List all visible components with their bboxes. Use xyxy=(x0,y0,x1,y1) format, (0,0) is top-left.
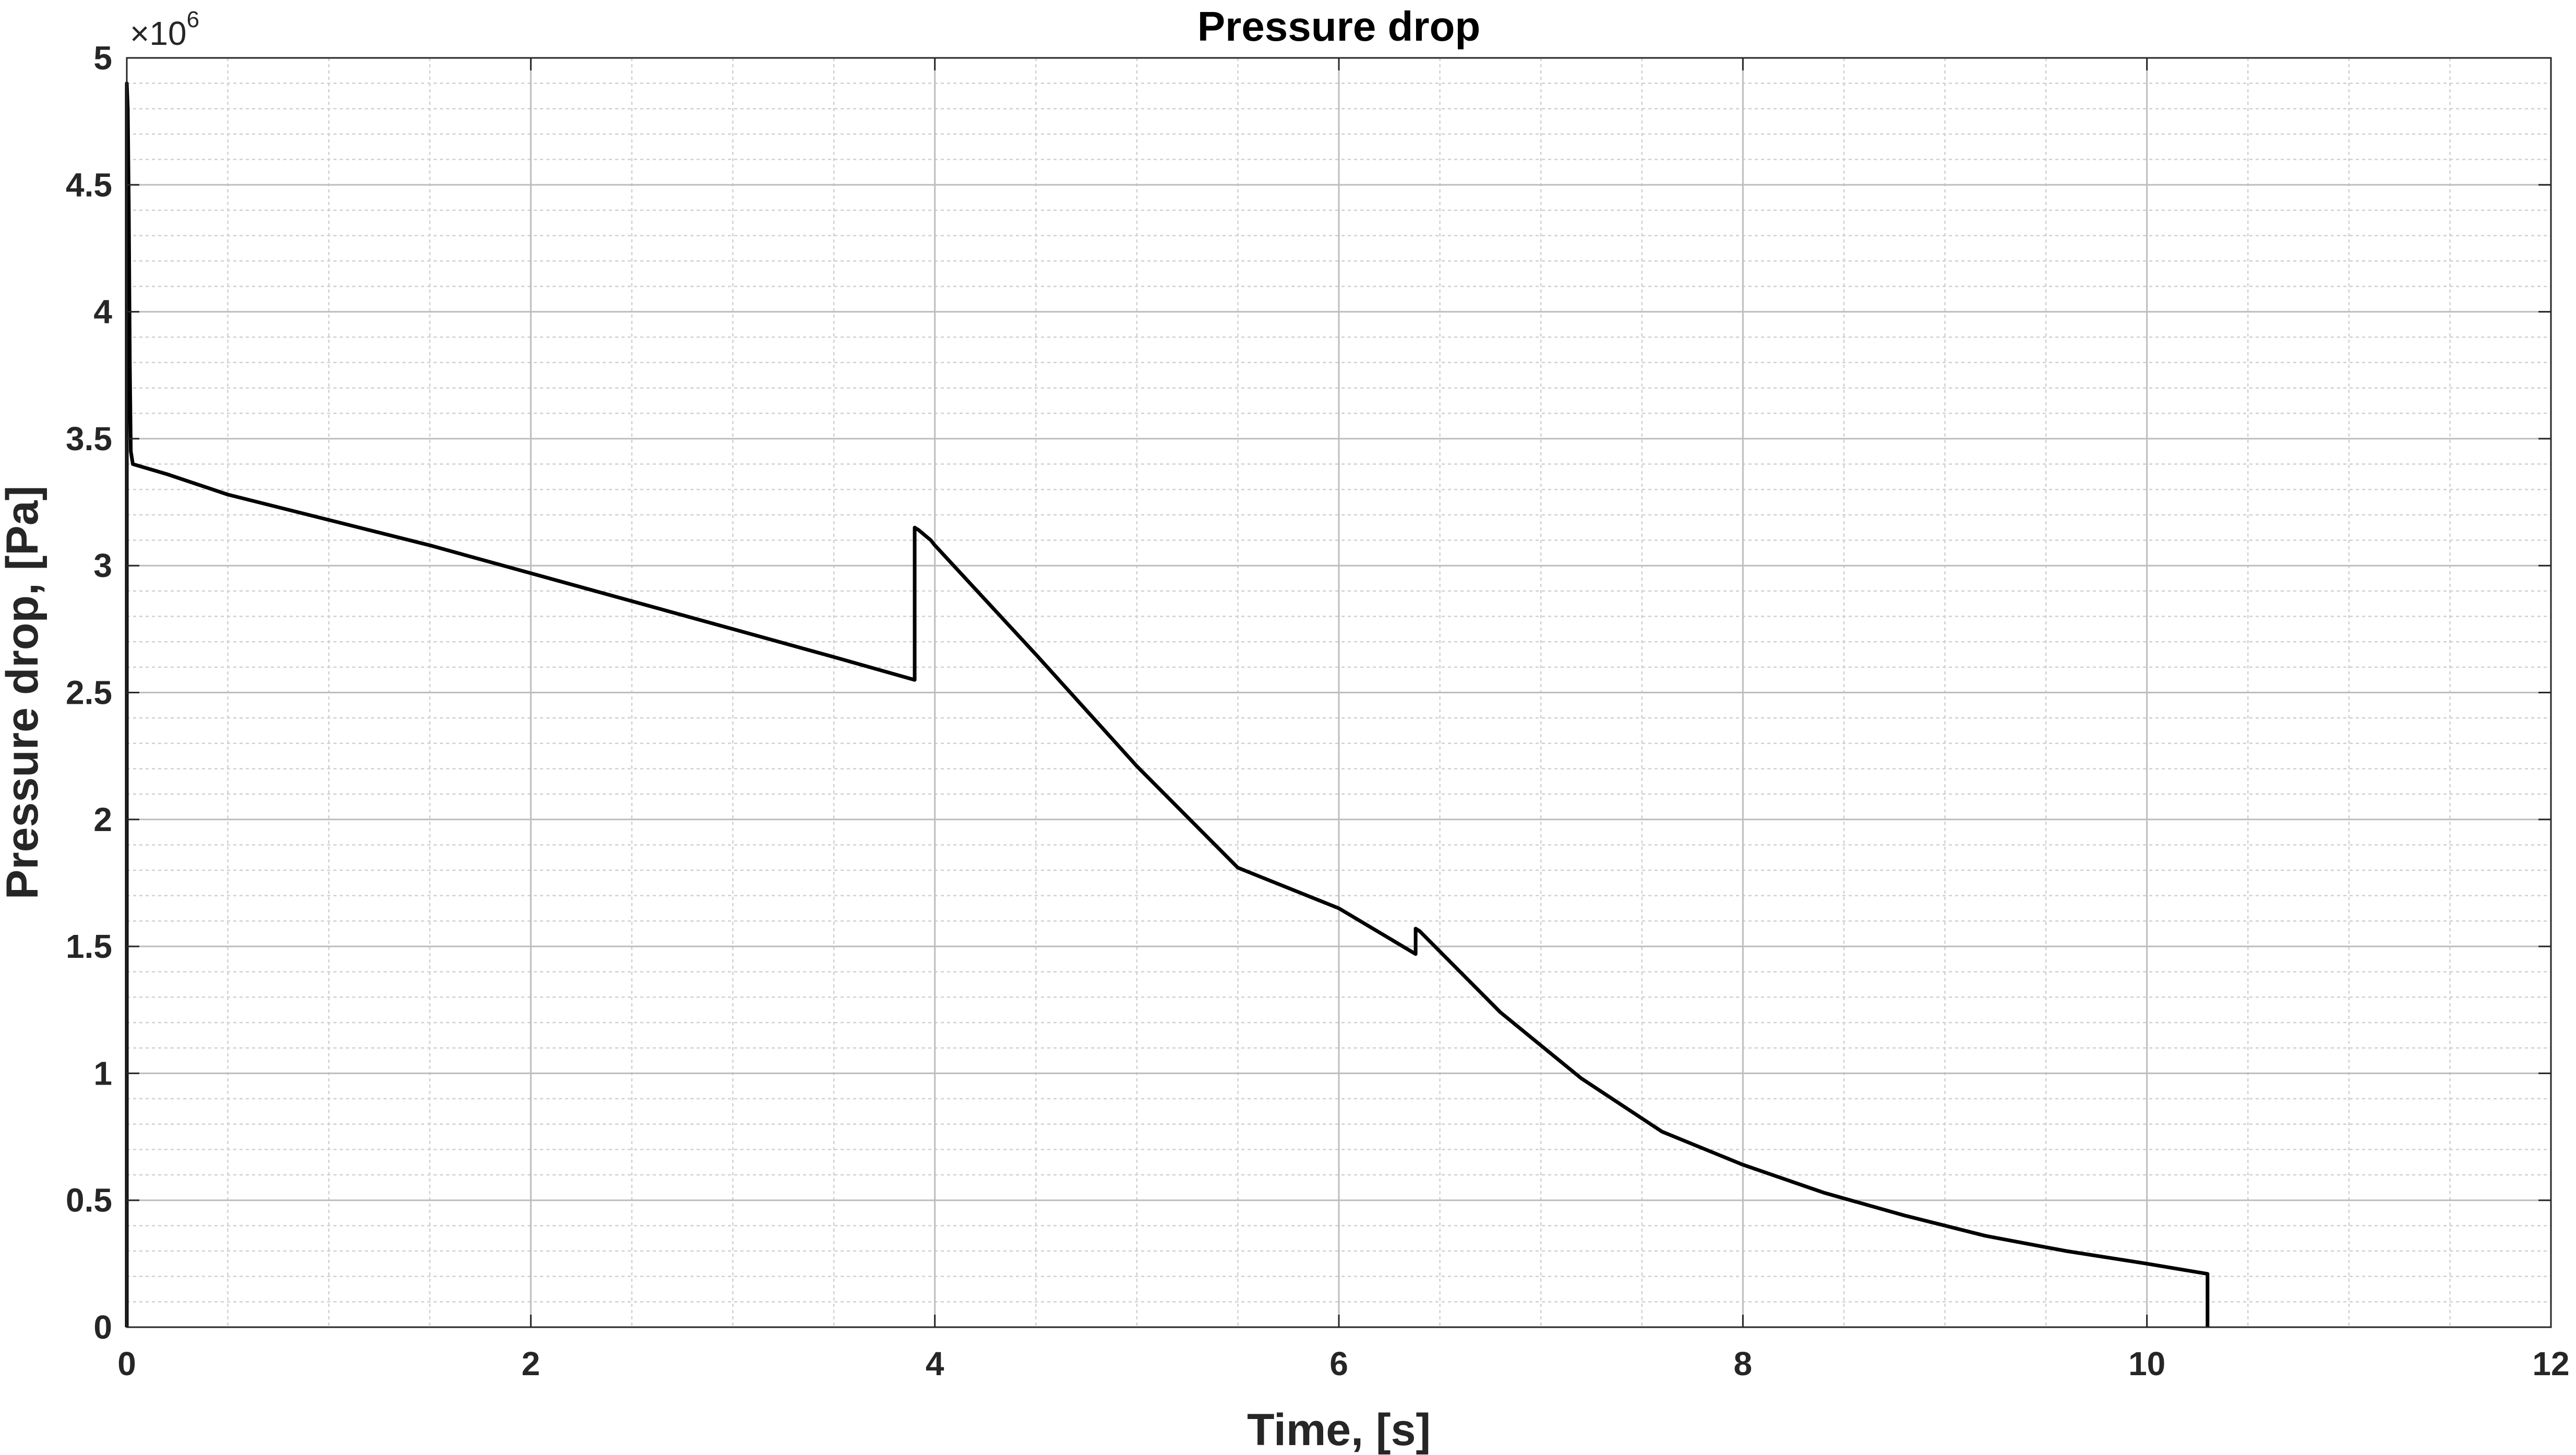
pressure-drop-line xyxy=(125,81,2210,1327)
y-tick-label: 0 xyxy=(93,1308,112,1346)
y-tick-label: 3 xyxy=(93,547,112,584)
y-tick-label: 5 xyxy=(93,39,112,77)
y-tick-label: 2.5 xyxy=(66,674,112,712)
x-tick-label: 10 xyxy=(2128,1345,2165,1382)
y-axis-ticks: 0 0.5 1 1.5 2 2.5 3 3.5 4 4.5 5 xyxy=(66,39,2551,1346)
x-tick-label: 0 xyxy=(117,1345,136,1382)
x-tick-label: 6 xyxy=(1329,1345,1348,1382)
y-tick-label: 1 xyxy=(93,1054,112,1092)
y-axis-exponent: ×106 xyxy=(130,7,199,52)
x-tick-label: 4 xyxy=(926,1345,944,1382)
y-tick-label: 4 xyxy=(93,293,112,331)
y-tick-label: 0.5 xyxy=(66,1182,112,1219)
chart-title: Pressure drop xyxy=(1197,3,1480,50)
y-tick-label: 2 xyxy=(93,801,112,838)
exponent-base: ×10 xyxy=(130,15,187,52)
y-tick-label: 1.5 xyxy=(66,928,112,965)
y-tick-label: 4.5 xyxy=(66,166,112,203)
x-axis-label: Time, [s] xyxy=(1247,1405,1431,1455)
x-tick-label: 2 xyxy=(522,1345,541,1382)
x-tick-label: 12 xyxy=(2532,1345,2569,1382)
x-axis-ticks: 0 2 4 6 8 10 12 xyxy=(117,58,2570,1382)
y-tick-label: 3.5 xyxy=(66,420,112,458)
x-tick-label: 8 xyxy=(1734,1345,1753,1382)
y-axis-label: Pressure drop, [Pa] xyxy=(0,486,47,899)
exponent-power: 6 xyxy=(187,7,199,32)
plot-area: 0 2 4 6 8 10 12 0 0.5 1 1.5 2 2.5 3 3.5 4 4.5 5 xyxy=(66,39,2570,1382)
